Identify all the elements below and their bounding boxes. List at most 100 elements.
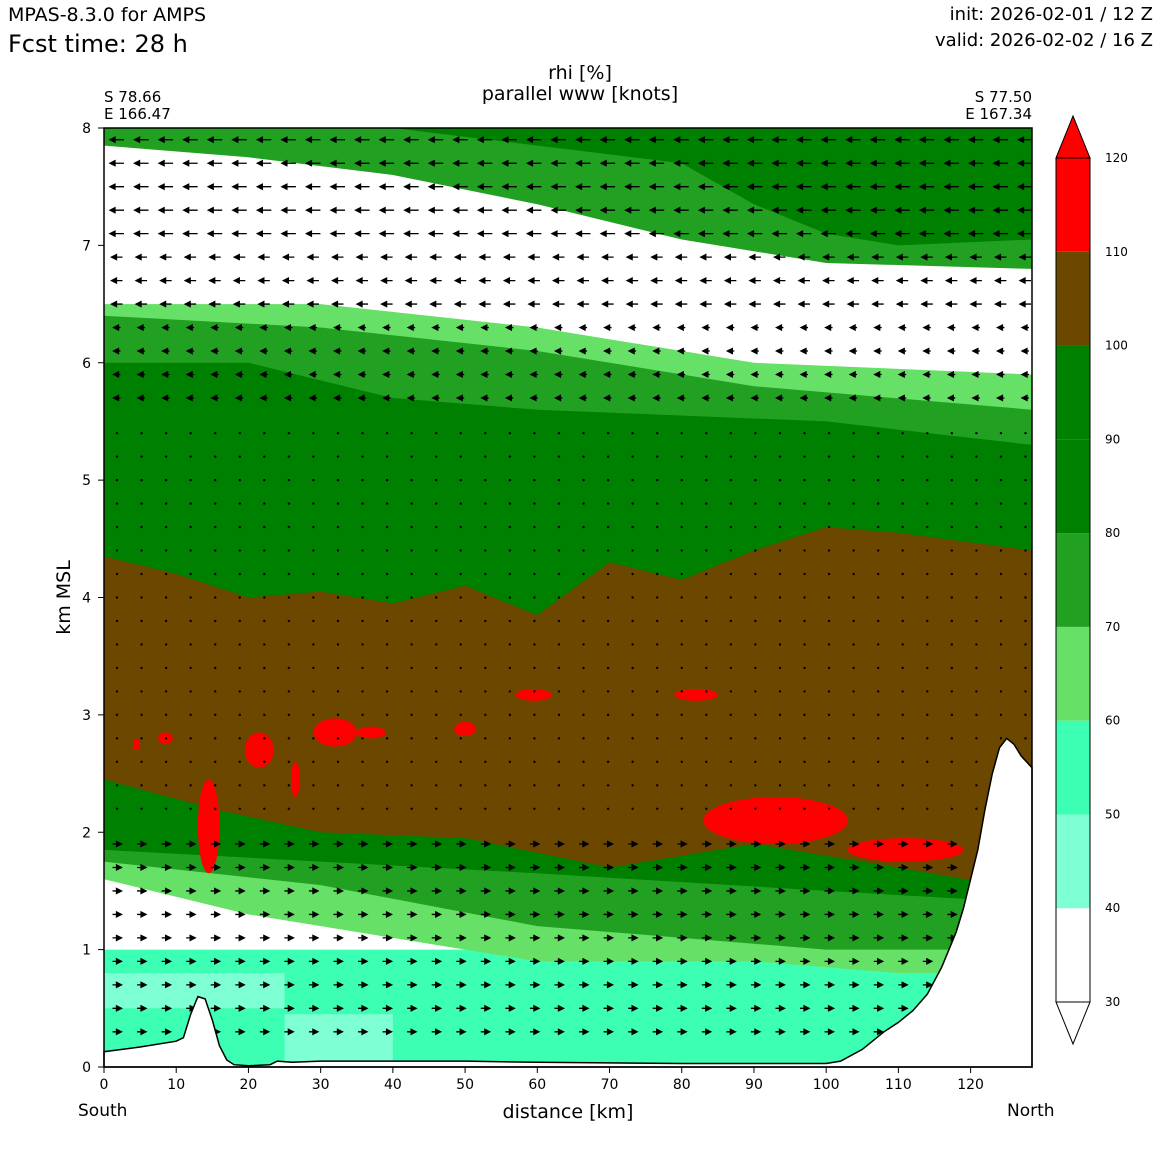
wind-calm-dot — [729, 525, 733, 529]
wind-calm-dot — [508, 478, 512, 482]
wind-calm-dot — [582, 737, 585, 740]
wind-arrow — [550, 159, 566, 167]
wind-calm-dot — [852, 596, 855, 599]
wind-arrow — [578, 370, 588, 379]
wind-arrow — [894, 136, 910, 144]
wind-calm-dot — [238, 760, 241, 764]
wind-calm-dot — [852, 525, 855, 529]
wind-arrow — [306, 300, 319, 308]
colorbar-tick-label: 30 — [1105, 995, 1120, 1009]
wind-arrow — [501, 183, 517, 191]
wind-calm-dot — [631, 455, 634, 458]
wind-arrow — [529, 347, 538, 355]
wind-calm-dot — [631, 572, 634, 576]
wind-arrow — [652, 910, 664, 918]
wind-arrow — [329, 159, 345, 167]
wind-calm-dot — [435, 478, 438, 482]
wind-calm-dot — [435, 431, 438, 435]
wind-calm-dot — [901, 431, 904, 435]
wind-arrow — [431, 394, 440, 402]
wind-calm-dot — [582, 455, 585, 458]
wind-calm-dot — [263, 737, 266, 740]
wind-arrow — [897, 347, 907, 355]
wind-arrow — [502, 277, 516, 285]
wind-arrow — [137, 887, 148, 895]
wind-arrow — [652, 840, 664, 848]
wind-calm-dot — [975, 549, 978, 552]
wind-arrow — [677, 910, 688, 918]
wind-arrow — [456, 887, 467, 895]
wind-arrow — [354, 159, 370, 167]
wind-calm-dot — [876, 525, 880, 529]
wind-calm-dot — [189, 478, 192, 482]
wind-arrow — [456, 1004, 467, 1012]
wind-arrow — [697, 206, 714, 214]
south-label: South — [78, 1101, 128, 1121]
wind-arrow — [157, 230, 174, 238]
wind-arrow — [554, 863, 565, 872]
x-tick-label: 80 — [673, 1077, 691, 1093]
wind-calm-dot — [508, 455, 512, 458]
wind-calm-dot — [140, 690, 143, 693]
wind-arrow — [159, 277, 172, 285]
wind-calm-dot — [385, 431, 389, 435]
wind-calm-dot — [336, 596, 340, 599]
wind-arrow — [869, 230, 886, 238]
wind-arrow — [529, 887, 541, 895]
wind-arrow — [501, 230, 517, 238]
wind-arrow — [480, 1004, 492, 1012]
wind-arrow — [527, 300, 540, 308]
wind-arrow — [722, 230, 738, 238]
wind-arrow — [182, 159, 198, 167]
wind-arrow — [628, 957, 639, 965]
wind-arrow — [136, 347, 146, 355]
right-endpoint-lat: S 77.50 — [974, 88, 1032, 106]
wind-arrow — [722, 206, 738, 214]
wind-arrow — [992, 230, 1008, 238]
wind-arrow — [354, 206, 370, 214]
wind-arrow — [378, 136, 395, 144]
wind-arrow — [406, 347, 416, 355]
contour-region-110-120 — [515, 689, 552, 701]
wind-arrow — [796, 136, 812, 144]
wind-calm-dot — [312, 643, 315, 646]
wind-arrow — [478, 277, 491, 285]
wind-calm-dot — [729, 619, 733, 623]
wind-calm-dot — [287, 478, 291, 482]
wind-arrow — [722, 183, 738, 191]
wind-calm-dot — [385, 572, 389, 576]
wind-arrow — [403, 183, 419, 191]
wind-calm-dot — [655, 596, 659, 599]
wind-calm-dot — [803, 549, 806, 552]
wind-arrow — [210, 863, 222, 872]
wind-calm-dot — [901, 619, 904, 623]
wind-arrow — [824, 863, 836, 872]
wind-calm-dot — [312, 572, 315, 576]
wind-calm-dot — [926, 525, 929, 529]
wind-calm-dot — [926, 572, 929, 576]
wind-arrow — [480, 323, 489, 332]
wind-calm-dot — [852, 549, 855, 552]
wind-calm-dot — [852, 666, 855, 670]
wind-calm-dot — [926, 760, 929, 764]
wind-calm-dot — [975, 690, 978, 693]
wind-calm-dot — [533, 713, 536, 717]
wind-arrow — [871, 253, 884, 261]
wind-calm-dot — [680, 807, 683, 810]
wind-arrow — [407, 981, 418, 989]
wind-arrow — [895, 277, 909, 285]
wind-calm-dot — [312, 502, 315, 505]
wind-calm-dot — [582, 478, 585, 482]
wind-calm-dot — [1024, 572, 1027, 576]
wind-arrow — [746, 230, 763, 238]
wind-arrow — [358, 957, 369, 965]
wind-arrow — [628, 1028, 639, 1036]
wind-arrow — [529, 1028, 541, 1036]
wind-arrow — [304, 183, 321, 191]
wind-arrow — [648, 183, 665, 191]
wind-calm-dot — [876, 502, 880, 505]
y-tick-label: 6 — [82, 356, 91, 372]
wind-calm-dot — [852, 478, 855, 482]
wind-calm-dot — [631, 737, 634, 740]
